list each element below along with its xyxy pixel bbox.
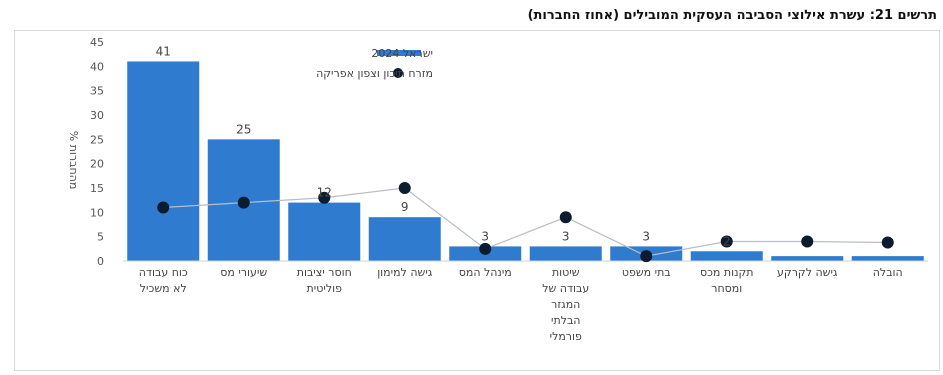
data-label: 3: [481, 229, 489, 243]
line-point: [479, 242, 492, 255]
line-point: [318, 191, 331, 204]
line-point: [237, 196, 250, 209]
bar: [288, 202, 361, 261]
y-tick-label: 15: [90, 182, 104, 195]
line-point: [801, 235, 814, 248]
line-point: [720, 235, 733, 248]
legend-swatch-bar: [377, 50, 421, 56]
data-labels: 41 25 12 9 3 3 3 2: [156, 44, 731, 248]
x-tick-label: מינהל המס: [459, 266, 512, 279]
y-tick-label: 30: [90, 109, 104, 122]
y-axis-ticks: 0 5 10 15 20 25 30 35 40 45: [90, 36, 104, 268]
y-tick-label: 45: [90, 36, 104, 49]
data-label: 9: [401, 200, 409, 214]
x-tick-label: פורמלי: [550, 330, 582, 343]
data-label: 12: [317, 186, 332, 200]
bar: [127, 61, 200, 261]
x-tick-label: עבודה של: [542, 282, 589, 295]
bar: [529, 246, 602, 261]
x-tick-label: גישה לקרקע: [777, 266, 838, 279]
chart-title: תרשים 21: עשרת אילוצי הסביבה העסקית המוב…: [527, 8, 937, 23]
bar-series: [123, 61, 928, 262]
line-point: [881, 236, 894, 249]
x-tick-label: פוליטית: [307, 282, 343, 295]
x-tick-label: ומסחר: [711, 282, 742, 295]
data-label: 3: [642, 229, 650, 243]
y-tick-label: 10: [90, 206, 104, 219]
y-tick-label: 25: [90, 133, 104, 146]
x-tick-label: המגזר: [551, 298, 580, 311]
data-label: 3: [562, 229, 570, 243]
legend: ישראל 2024 מזרח תיכון וצפון אפריקה: [316, 47, 433, 80]
data-label: 2: [723, 234, 731, 248]
x-tick-label: חוסר יציבות: [297, 266, 352, 279]
bar: [690, 251, 763, 261]
line-point: [559, 211, 572, 224]
x-tick-label: בתי משפט: [622, 266, 671, 279]
y-tick-label: 40: [90, 60, 104, 73]
x-axis-labels: כוח עבודה לא משכיל שיעורי מס חוסר יציבות פול…: [139, 266, 903, 343]
data-label: 25: [236, 122, 251, 136]
y-axis-label: % מהחברות: [67, 131, 80, 190]
legend-label-line: מזרח תיכון וצפון אפריקה: [316, 67, 433, 80]
data-label: 41: [156, 44, 171, 58]
x-tick-label: תקנות מכס: [700, 266, 754, 279]
legend-label-bar: ישראל 2024: [371, 47, 433, 60]
line-point: [398, 182, 411, 194]
line-series: [157, 182, 894, 263]
y-tick-label: 35: [90, 85, 104, 98]
x-tick-label: הובלה: [873, 266, 903, 279]
x-tick-label: לא משכיל: [140, 282, 187, 295]
legend-marker-dot: [393, 68, 403, 78]
line-path: [163, 187, 888, 257]
y-tick-label: 20: [90, 158, 104, 171]
x-tick-label: שיעורי מס: [220, 266, 267, 279]
x-tick-label: כוח עבודה: [139, 266, 188, 279]
bar: [771, 256, 844, 261]
x-tick-label: גישה למימון: [377, 266, 433, 279]
y-tick-label: 0: [97, 255, 104, 268]
bar: [851, 256, 924, 261]
bar: [368, 217, 441, 261]
y-tick-label: 5: [97, 231, 104, 244]
x-tick-label: שיטות: [552, 266, 580, 279]
chart-frame: [14, 30, 940, 371]
line-point: [157, 201, 170, 214]
line-point: [640, 250, 653, 263]
x-tick-label: הבלתי: [551, 314, 581, 327]
